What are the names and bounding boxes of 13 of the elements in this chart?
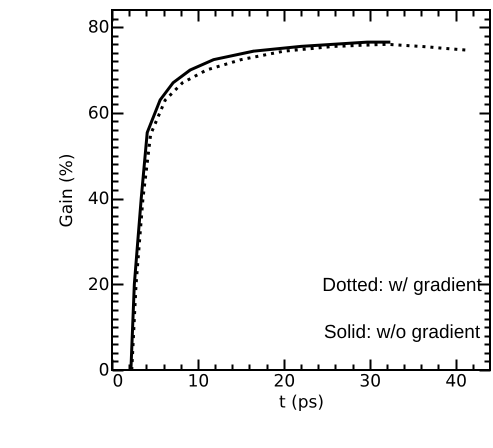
x-tick-label: 40 [445,372,467,392]
annotation: Solid: w/o gradient [324,322,481,343]
x-axis-title: t (ps) [279,392,324,412]
y-tick-label: 60 [88,103,110,124]
x-tick-label: 0 [112,372,124,392]
x-tick-label: 10 [188,372,210,392]
annotation: Dotted: w/ gradient [322,275,482,296]
y-tick-label: 80 [88,18,110,38]
y-tick-label: 20 [88,274,110,295]
x-tick-label: 30 [359,372,382,392]
y-axis-title: Gain (%) [56,154,77,228]
y-tick-label: 40 [88,189,110,210]
x-tick-label: 20 [274,372,296,392]
